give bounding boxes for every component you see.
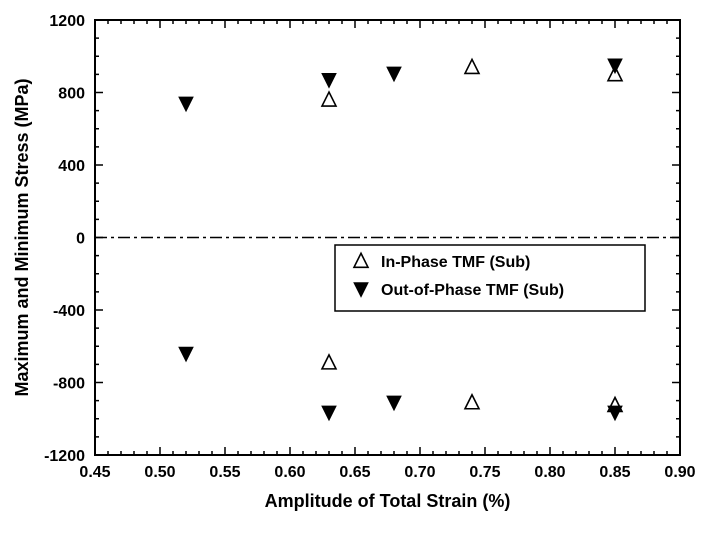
x-tick-label: 0.85 (599, 464, 630, 481)
legend-item-label: Out-of-Phase TMF (Sub) (381, 282, 564, 299)
chart-svg: 0.45 0.50 0.55 0.60 0.65 0.70 0.75 0.80 0.85 0.90… (0, 0, 722, 535)
y-tick-label: 800 (58, 86, 85, 103)
y-tick-label: 0 (76, 231, 85, 248)
y-tick-label: 1200 (49, 13, 85, 30)
x-tick-label: 0.45 (79, 464, 110, 481)
y-tick-label: 400 (58, 158, 85, 175)
x-axis-label: Amplitude of Total Strain (%) (265, 491, 511, 511)
y-tick-label: -800 (53, 376, 85, 393)
x-tick-label: 0.80 (534, 464, 565, 481)
stress-strain-chart: 0.45 0.50 0.55 0.60 0.65 0.70 0.75 0.80 0.85 0.90… (0, 0, 722, 535)
y-tick-label: -400 (53, 303, 85, 320)
y-tick-label: -1200 (44, 448, 85, 465)
x-tick-label: 0.90 (664, 464, 695, 481)
legend: In-Phase TMF (Sub) Out-of-Phase TMF (Sub) (335, 245, 645, 311)
x-tick-label: 0.70 (404, 464, 435, 481)
y-axis-label: Maximum and Minimum Stress (MPa) (12, 78, 32, 396)
x-tick-label: 0.75 (469, 464, 500, 481)
x-tick-label: 0.50 (144, 464, 175, 481)
legend-item-label: In-Phase TMF (Sub) (381, 254, 530, 271)
x-tick-label: 0.55 (209, 464, 240, 481)
x-tick-label: 0.65 (339, 464, 370, 481)
x-tick-label: 0.60 (274, 464, 305, 481)
